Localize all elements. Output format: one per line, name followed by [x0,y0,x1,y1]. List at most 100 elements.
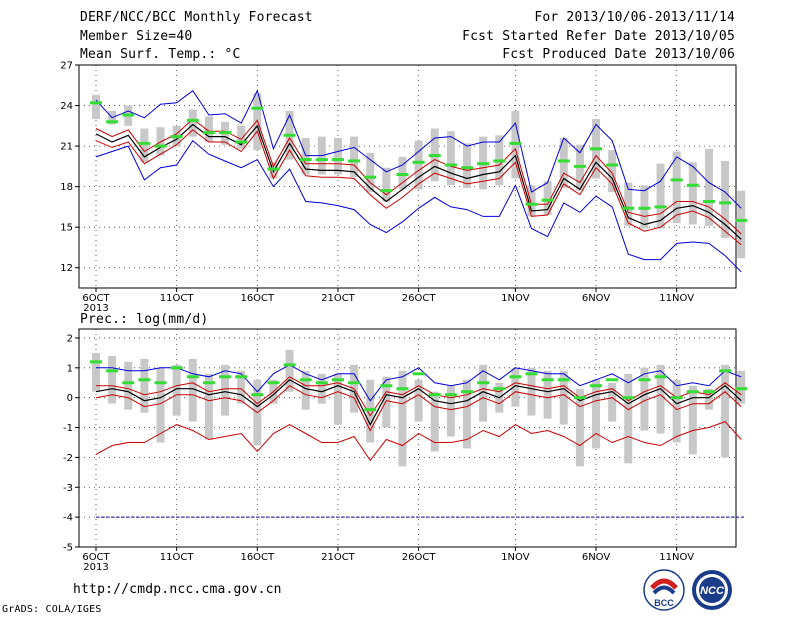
started-refer-date-label: Fcst Started Refer Date 2013/10/05 [462,29,735,44]
temp-spread-box [462,143,471,188]
temp-median-mark [638,206,651,210]
prec-xtick-label: 26OCT [402,552,437,563]
temp-median-mark [138,141,151,145]
temp-median-mark [106,120,119,124]
prec-ytick-label: 1 [67,363,73,374]
prec-ytick-label: -5 [63,543,73,554]
temp-median-mark [444,163,457,167]
prec-median-mark [219,375,232,379]
prec-ytick-label: -1 [63,423,73,434]
prec-spread-box [204,373,213,440]
temp-spread-box [237,125,246,149]
temp-xtick-label: 1NOV [501,293,530,304]
prec-median-mark [444,393,457,397]
prec-median-mark [267,381,280,385]
temp-median-mark [493,159,506,163]
ncc-logo-text: NCC [700,585,725,597]
temp-median-mark [622,206,635,210]
temp-spread-box [92,94,100,120]
temp-spread-box [156,127,165,156]
prec-mean-line [95,379,742,426]
prec-median-mark [509,375,522,379]
prec-spread-box [237,370,246,404]
temp-spread-box [559,137,568,188]
temp-spread-box [704,148,713,226]
prec-median-mark [735,387,748,391]
temp-median-mark [235,140,248,144]
prec-spread-box [575,388,584,467]
temp-max-line [95,89,742,209]
temp-median-mark [670,178,683,182]
prec-median-mark [541,378,554,382]
prec-spread-box [656,364,665,434]
prec-spread-box [140,358,149,413]
prec-median-mark [106,369,119,373]
temp-spread-box [140,128,149,163]
temp-median-mark [90,101,102,105]
prec-median-mark [315,381,328,385]
prec-median-mark [202,381,215,385]
prec-median-mark [186,375,199,379]
prec-spread-box [188,358,197,422]
temp-spread-box [672,151,681,224]
prec-ytick-label: -2 [63,453,73,464]
prec-spread-box [108,355,117,404]
temp-median-mark [299,158,312,162]
prec-spread-box [414,379,423,422]
prec-median-mark [299,378,312,382]
temp-spread-box [366,152,375,193]
prec-spread-box [527,367,536,416]
prec-median-mark [573,396,586,400]
temp-ytick-label: 18 [60,182,73,193]
prec-spread-box [688,385,697,455]
temp-spread-box [527,185,536,217]
temp-median-mark [477,162,490,166]
prec-ytick-label: 2 [67,333,73,344]
prec-spread-box [124,361,133,410]
temp-spread-box [737,190,746,259]
prec-median-mark [606,378,619,382]
temp-xtick-label: 11OCT [160,293,195,304]
prec-xtick-label: 21OCT [321,552,356,563]
prec-spread-box [301,370,310,410]
bcc-logo-icon: BCC [643,569,685,611]
prec-xtick-sublabel: 2013 [83,562,108,573]
temp-xtick-label: 26OCT [402,293,437,304]
prec-median-mark [702,390,715,394]
prec-median-mark [638,378,651,382]
temp-ytick-label: 24 [60,101,73,112]
temp-spread-box [188,109,197,137]
prec-median-mark [364,408,377,412]
prec-ytick-label: -4 [63,513,73,524]
temp-xtick-label: 11NOV [659,293,694,304]
prec-spread-box [92,352,100,392]
prec-spread-box [172,364,181,416]
temp-spread-box [543,181,552,216]
temp-xtick-label: 16OCT [240,293,275,304]
precipitation-variable-label: Prec.: log(mm/d) [80,312,209,327]
temp-ytick-label: 12 [60,263,73,274]
temp-spread-box [301,137,310,175]
temp-xtick-label: 21OCT [321,293,356,304]
temp-xtick-sublabel: 2013 [83,303,108,314]
prec-median-mark [396,387,409,391]
temp-median-mark [719,201,732,205]
prec-xtick-label: 6OCT [82,552,110,563]
temp-median-mark [525,202,538,206]
temp-ytick-label: 21 [60,142,73,153]
temp-median-mark [702,200,715,204]
temp-median-mark [460,166,473,170]
prec-frame [78,328,737,548]
prec-spread-box [559,370,568,425]
prec-lower-line [95,385,742,432]
prec-spread-box [640,367,649,431]
temperature-variable-label: Mean Surf. Temp.: °C [80,47,241,62]
prec-xtick-label: 6NOV [582,552,611,563]
prec-spread-box [382,376,391,428]
temp-min-line [95,139,742,273]
temp-spread-box [608,150,617,193]
temp-median-mark [170,135,183,139]
source-url-link[interactable]: http://cmdp.ncc.cma.gov.cn [73,582,282,597]
prec-spread-box [462,379,471,449]
